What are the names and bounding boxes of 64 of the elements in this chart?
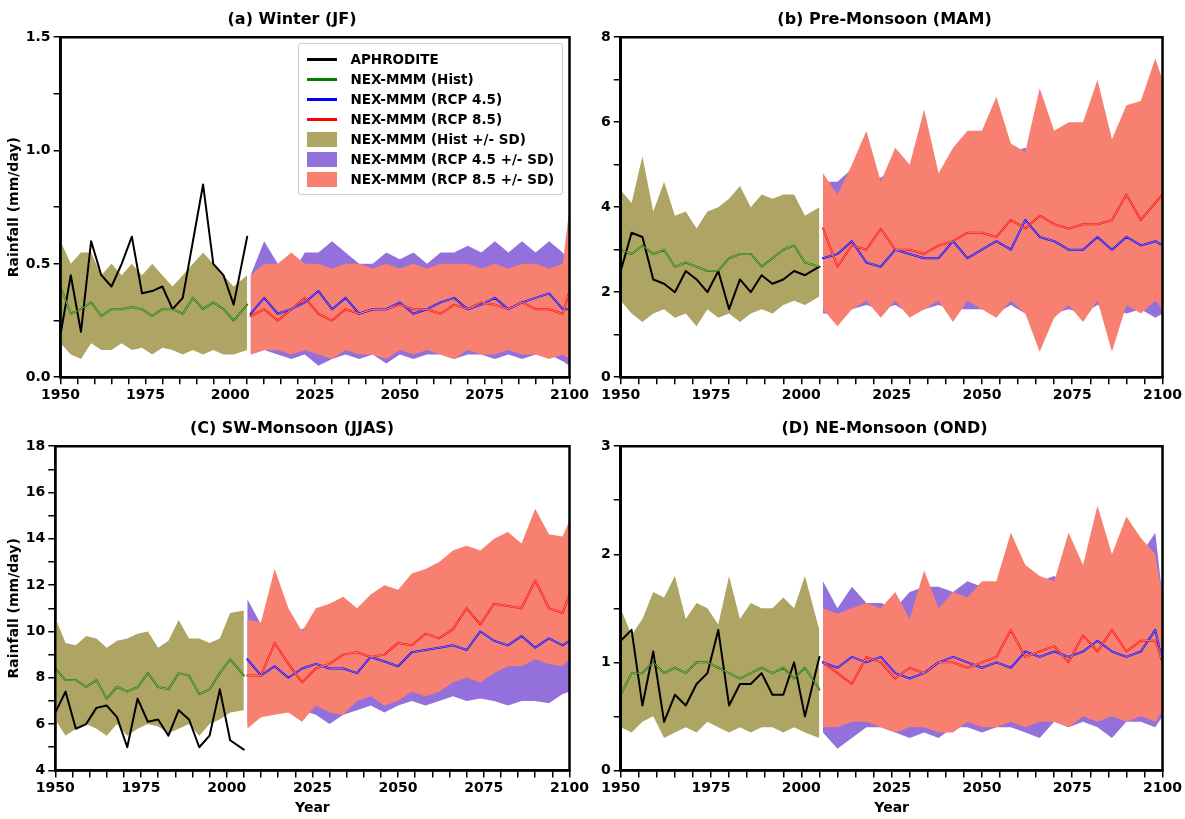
legend-label: APHRODITE <box>350 50 439 70</box>
x-tick-label: 1950 <box>601 779 641 796</box>
y-axis-title: Rainfall (mm/day) <box>5 137 22 278</box>
legend-label: NEX-MMM (RCP 8.5 +/- SD) <box>350 170 555 190</box>
x-tick-label: 2100 <box>1143 386 1183 403</box>
legend-label: NEX-MMM (RCP 4.5 +/- SD) <box>350 150 555 170</box>
y-tick-label: 0 <box>600 761 611 778</box>
x-tick-label: 2075 <box>464 779 504 796</box>
x-tick-label: 2050 <box>962 386 1002 403</box>
x-tick-label: 2025 <box>872 779 912 796</box>
chart-title: (a) Winter (JF) <box>227 8 357 28</box>
y-tick-label: 8 <box>35 668 46 685</box>
legend-label: NEX-MMM (RCP 4.5) <box>350 90 503 110</box>
x-tick-label: 2050 <box>380 386 420 403</box>
y-tick-label: 0.5 <box>25 254 51 271</box>
y-tick-label: 4 <box>35 761 46 778</box>
x-tick-label: 1950 <box>601 386 641 403</box>
x-tick-label: 1975 <box>691 386 731 403</box>
x-tick-label: 1975 <box>125 386 165 403</box>
y-tick-label: 10 <box>25 622 46 639</box>
y-tick-label: 4 <box>600 197 611 214</box>
x-tick-label: 1950 <box>35 779 76 796</box>
x-tick-label: 2100 <box>1143 779 1183 796</box>
legend-label: NEX-MMM (RCP 8.5) <box>350 110 503 130</box>
chart-title: (b) Pre-Monsoon (MAM) <box>777 8 992 28</box>
y-tick-label: 1.5 <box>25 27 51 44</box>
x-tick-label: 2075 <box>1052 386 1092 403</box>
x-tick-label: 2100 <box>550 779 590 796</box>
x-tick-label: 2000 <box>210 386 250 403</box>
y-tick-label: 0 <box>600 367 611 384</box>
y-tick-label: 16 <box>25 483 46 500</box>
y-tick-label: 14 <box>25 529 46 546</box>
x-tick-label: 2075 <box>465 386 505 403</box>
x-tick-label: 1975 <box>121 779 161 796</box>
y-tick-label: 8 <box>600 27 611 44</box>
x-axis-title: Year <box>873 799 910 816</box>
chart-title: (C) SW-Monsoon (JJAS) <box>189 417 395 437</box>
x-tick-label: 1950 <box>41 386 81 403</box>
x-tick-label: 2000 <box>781 779 822 796</box>
x-tick-label: 2000 <box>781 386 822 403</box>
x-tick-label: 2025 <box>295 386 335 403</box>
y-tick-label: 6 <box>600 112 611 129</box>
y-tick-label: 2 <box>600 282 611 299</box>
y-tick-label: 1 <box>600 652 611 669</box>
x-tick-label: 2050 <box>962 779 1002 796</box>
y-tick-label: 3 <box>600 436 611 453</box>
y-tick-label: 0.0 <box>25 367 51 384</box>
x-axis-title: Year <box>294 799 330 816</box>
x-tick-label: 2000 <box>207 779 247 796</box>
y-tick-label: 2 <box>600 544 611 561</box>
x-tick-label: 2050 <box>378 779 418 796</box>
legend-label: NEX-MMM (Hist +/- SD) <box>350 130 526 150</box>
x-tick-label: 2025 <box>872 386 912 403</box>
x-tick-label: 1975 <box>691 779 731 796</box>
x-tick-label: 2025 <box>292 779 332 796</box>
x-tick-label: 2100 <box>550 386 590 403</box>
y-tick-label: 1.0 <box>25 141 51 158</box>
legend-label: NEX-MMM (Hist) <box>350 70 474 90</box>
x-tick-label: 2075 <box>1052 779 1092 796</box>
y-tick-label: 18 <box>25 436 46 453</box>
y-tick-label: 12 <box>25 575 46 592</box>
y-tick-label: 6 <box>35 714 46 731</box>
chart-title: (D) NE-Monsoon (OND) <box>781 417 988 437</box>
y-axis-title: Rainfall (mm/day) <box>5 538 22 679</box>
